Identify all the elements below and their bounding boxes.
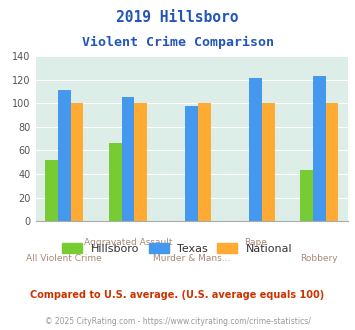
Text: Murder & Mans...: Murder & Mans... bbox=[153, 254, 230, 263]
Legend: Hillsboro, Texas, National: Hillsboro, Texas, National bbox=[58, 239, 297, 258]
Text: Aggravated Assault: Aggravated Assault bbox=[84, 238, 172, 247]
Bar bbox=[198, 103, 211, 221]
Bar bbox=[185, 106, 198, 221]
Text: © 2025 CityRating.com - https://www.cityrating.com/crime-statistics/: © 2025 CityRating.com - https://www.city… bbox=[45, 317, 310, 326]
Bar bbox=[121, 97, 134, 221]
Bar bbox=[58, 90, 71, 221]
Bar bbox=[109, 143, 121, 221]
Bar bbox=[71, 103, 83, 221]
Text: Compared to U.S. average. (U.S. average equals 100): Compared to U.S. average. (U.S. average … bbox=[31, 290, 324, 300]
Bar bbox=[134, 103, 147, 221]
Bar bbox=[313, 76, 326, 221]
Bar bbox=[326, 103, 338, 221]
Text: Rape: Rape bbox=[244, 238, 267, 247]
Text: 2019 Hillsboro: 2019 Hillsboro bbox=[116, 10, 239, 25]
Text: All Violent Crime: All Violent Crime bbox=[26, 254, 102, 263]
Bar bbox=[262, 103, 274, 221]
Bar bbox=[249, 79, 262, 221]
Text: Violent Crime Comparison: Violent Crime Comparison bbox=[82, 36, 273, 49]
Bar bbox=[45, 160, 58, 221]
Bar bbox=[300, 170, 313, 221]
Text: Robbery: Robbery bbox=[300, 254, 338, 263]
